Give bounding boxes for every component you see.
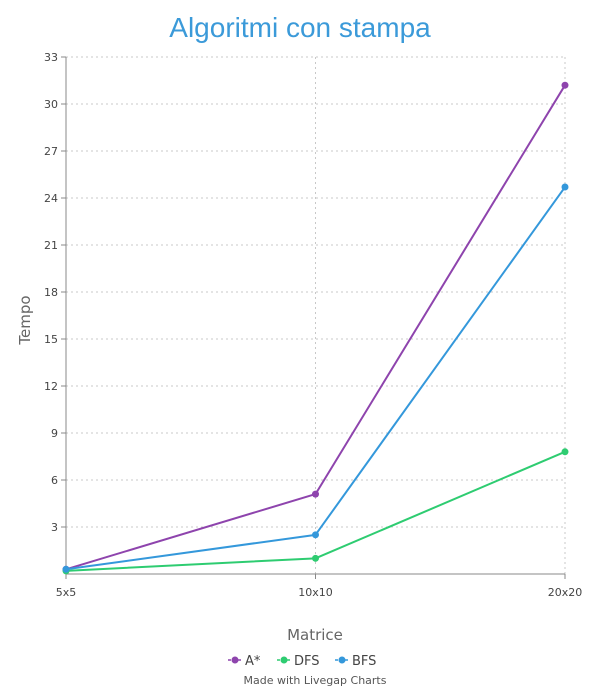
y-tick-label: 6 bbox=[51, 474, 58, 487]
data-point[interactable] bbox=[312, 531, 319, 539]
chart-title: Algoritmi con stampa bbox=[169, 12, 431, 43]
y-tick-label: 30 bbox=[44, 98, 58, 111]
data-point[interactable] bbox=[561, 183, 569, 191]
y-tick-label: 18 bbox=[44, 286, 58, 299]
legend-label: BFS bbox=[352, 654, 376, 669]
legend-marker bbox=[338, 656, 346, 664]
y-tick-label: 12 bbox=[44, 380, 58, 393]
legend-marker bbox=[231, 656, 239, 664]
chart-credit: Made with Livegap Charts bbox=[244, 674, 387, 687]
data-point[interactable] bbox=[62, 565, 70, 573]
grid-lines bbox=[66, 56, 566, 574]
series-bfs bbox=[62, 183, 569, 573]
legend-item[interactable]: BFS bbox=[335, 654, 376, 669]
x-axis-title: Matrice bbox=[287, 626, 343, 644]
data-point[interactable] bbox=[561, 448, 569, 456]
y-tick-label: 9 bbox=[51, 427, 58, 440]
data-point[interactable] bbox=[312, 490, 319, 498]
y-tick-label: 27 bbox=[44, 145, 58, 158]
data-point[interactable] bbox=[561, 81, 569, 89]
axes bbox=[61, 56, 566, 579]
y-axis-ticks: 3 6 9 12 15 18 21 24 27 30 33 bbox=[44, 51, 58, 534]
y-axis-title: Tempo bbox=[16, 295, 34, 345]
y-tick-label: 33 bbox=[44, 51, 58, 64]
y-tick-label: 21 bbox=[44, 239, 58, 252]
y-tick-label: 24 bbox=[44, 192, 58, 205]
legend-item[interactable]: A* bbox=[228, 654, 261, 669]
legend-item[interactable]: DFS bbox=[277, 654, 320, 669]
legend: A* DFS BFS bbox=[228, 654, 376, 669]
y-tick-label: 3 bbox=[51, 521, 58, 534]
legend-label: A* bbox=[245, 654, 261, 669]
x-tick-label: 10x10 bbox=[298, 586, 333, 599]
data-point[interactable] bbox=[312, 554, 319, 562]
x-tick-label: 5x5 bbox=[56, 586, 77, 599]
x-axis-ticks: 5x5 10x10 20x20 bbox=[56, 586, 583, 599]
legend-label: DFS bbox=[294, 654, 320, 669]
legend-marker bbox=[280, 656, 288, 664]
series-group bbox=[62, 81, 569, 575]
y-tick-label: 15 bbox=[44, 333, 58, 346]
x-tick-label: 20x20 bbox=[548, 586, 583, 599]
